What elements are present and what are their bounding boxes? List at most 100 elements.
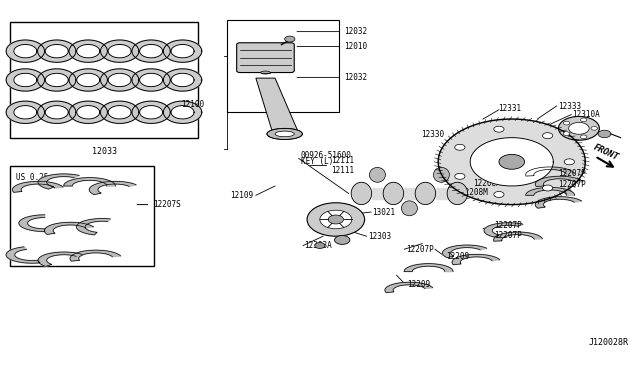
Polygon shape [6, 101, 45, 124]
Circle shape [591, 126, 598, 130]
Circle shape [598, 130, 611, 138]
Text: 12303: 12303 [368, 232, 391, 241]
Ellipse shape [401, 201, 417, 216]
Polygon shape [163, 69, 202, 91]
Circle shape [285, 36, 295, 42]
Circle shape [559, 116, 600, 140]
Text: 12200: 12200 [512, 169, 535, 177]
Text: 00926-51600: 00926-51600 [301, 151, 351, 160]
Text: 12330: 12330 [422, 130, 445, 139]
Text: 12303A: 12303A [305, 241, 332, 250]
Circle shape [564, 159, 575, 165]
Text: 12109: 12109 [230, 191, 253, 200]
Polygon shape [535, 197, 582, 208]
Bar [10, 166, 154, 266]
Text: KEY (L): KEY (L) [301, 157, 333, 166]
Circle shape [320, 210, 352, 229]
Ellipse shape [447, 182, 468, 205]
Polygon shape [6, 247, 40, 263]
Ellipse shape [267, 128, 302, 140]
Circle shape [563, 121, 570, 125]
Polygon shape [12, 182, 63, 192]
Circle shape [543, 185, 553, 191]
Polygon shape [100, 101, 139, 124]
Polygon shape [525, 167, 574, 176]
Polygon shape [38, 174, 79, 189]
Polygon shape [6, 69, 45, 91]
Polygon shape [63, 178, 115, 186]
Text: 12303F: 12303F [483, 157, 510, 166]
Circle shape [455, 144, 465, 150]
Circle shape [455, 173, 465, 179]
Circle shape [315, 243, 325, 248]
Polygon shape [38, 252, 83, 266]
Polygon shape [132, 69, 170, 91]
Polygon shape [100, 40, 139, 62]
Text: 12207P: 12207P [558, 180, 586, 189]
Polygon shape [100, 69, 139, 91]
Polygon shape [38, 69, 76, 91]
Polygon shape [69, 40, 108, 62]
Circle shape [307, 203, 365, 236]
Text: 12209: 12209 [447, 252, 470, 261]
Polygon shape [385, 282, 433, 293]
Polygon shape [14, 73, 37, 87]
Text: 12208M: 12208M [474, 179, 501, 187]
Circle shape [580, 135, 587, 139]
Circle shape [494, 192, 504, 198]
Polygon shape [470, 138, 554, 186]
Polygon shape [535, 176, 583, 187]
Polygon shape [6, 40, 45, 62]
Ellipse shape [415, 182, 436, 205]
Polygon shape [38, 101, 76, 124]
Polygon shape [525, 187, 575, 195]
Polygon shape [493, 232, 542, 241]
Circle shape [335, 235, 350, 244]
Polygon shape [45, 106, 68, 119]
Polygon shape [140, 45, 163, 58]
Circle shape [563, 132, 570, 135]
Polygon shape [484, 223, 523, 237]
Polygon shape [372, 188, 394, 199]
Circle shape [328, 215, 344, 224]
Text: 12208M: 12208M [461, 188, 488, 197]
Bar [227, 20, 339, 112]
Polygon shape [14, 45, 37, 58]
Ellipse shape [369, 167, 385, 182]
Bar [10, 22, 198, 138]
Polygon shape [132, 40, 170, 62]
Circle shape [569, 122, 589, 134]
Ellipse shape [433, 167, 449, 182]
Polygon shape [163, 40, 202, 62]
Polygon shape [77, 73, 100, 87]
Text: J120028R: J120028R [589, 338, 628, 347]
Ellipse shape [275, 131, 294, 137]
Text: 12331: 12331 [498, 104, 521, 113]
Polygon shape [77, 106, 100, 119]
Circle shape [494, 126, 504, 132]
Text: 12207P: 12207P [406, 245, 434, 254]
Text: 12032: 12032 [344, 73, 367, 82]
Text: 12010: 12010 [344, 42, 367, 51]
Text: 12310A: 12310A [573, 110, 600, 119]
Circle shape [580, 118, 587, 122]
Text: 12207P: 12207P [558, 169, 586, 178]
Text: 12209: 12209 [407, 280, 430, 289]
Text: 12207S: 12207S [154, 200, 181, 209]
Polygon shape [163, 101, 202, 124]
Polygon shape [76, 219, 110, 235]
Text: 12333: 12333 [558, 102, 581, 110]
Polygon shape [171, 45, 194, 58]
Text: 12033: 12033 [92, 147, 116, 156]
Text: 12207P: 12207P [494, 231, 522, 240]
Text: 12207P: 12207P [494, 221, 522, 230]
Polygon shape [132, 101, 170, 124]
Polygon shape [19, 215, 45, 231]
Text: 12111: 12111 [332, 166, 355, 174]
Polygon shape [69, 101, 108, 124]
Polygon shape [442, 245, 487, 257]
Text: 12032: 12032 [344, 27, 367, 36]
Text: FRONT: FRONT [592, 143, 620, 162]
Circle shape [499, 154, 525, 169]
Polygon shape [404, 188, 426, 199]
